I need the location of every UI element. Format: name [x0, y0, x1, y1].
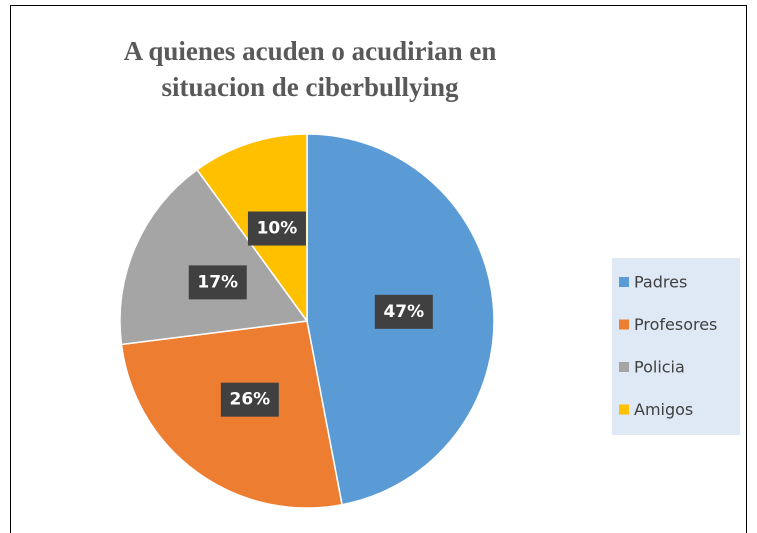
legend-swatch — [619, 277, 629, 287]
data-label: 26% — [229, 390, 270, 410]
data-label-box — [220, 382, 279, 417]
chart-title: A quienes acuden o acudirian en situacio… — [123, 36, 497, 102]
legend-swatch — [619, 319, 629, 330]
data-label-box — [188, 265, 247, 300]
legend-swatch — [619, 362, 629, 372]
legend-label: Amigos — [634, 400, 693, 419]
legend-label: Policia — [634, 358, 685, 377]
pie-slice — [119, 168, 309, 346]
data-label: 17% — [197, 272, 238, 292]
data-label-box — [374, 294, 433, 329]
data-label: 10% — [257, 219, 298, 239]
legend-label: Profesores — [634, 315, 717, 334]
legend-swatch — [619, 404, 629, 415]
data-label: 47% — [383, 302, 424, 322]
legend-box — [612, 258, 740, 435]
legend-label: Padres — [634, 273, 687, 292]
chart-frame — [10, 5, 747, 533]
data-label-box — [247, 211, 306, 246]
